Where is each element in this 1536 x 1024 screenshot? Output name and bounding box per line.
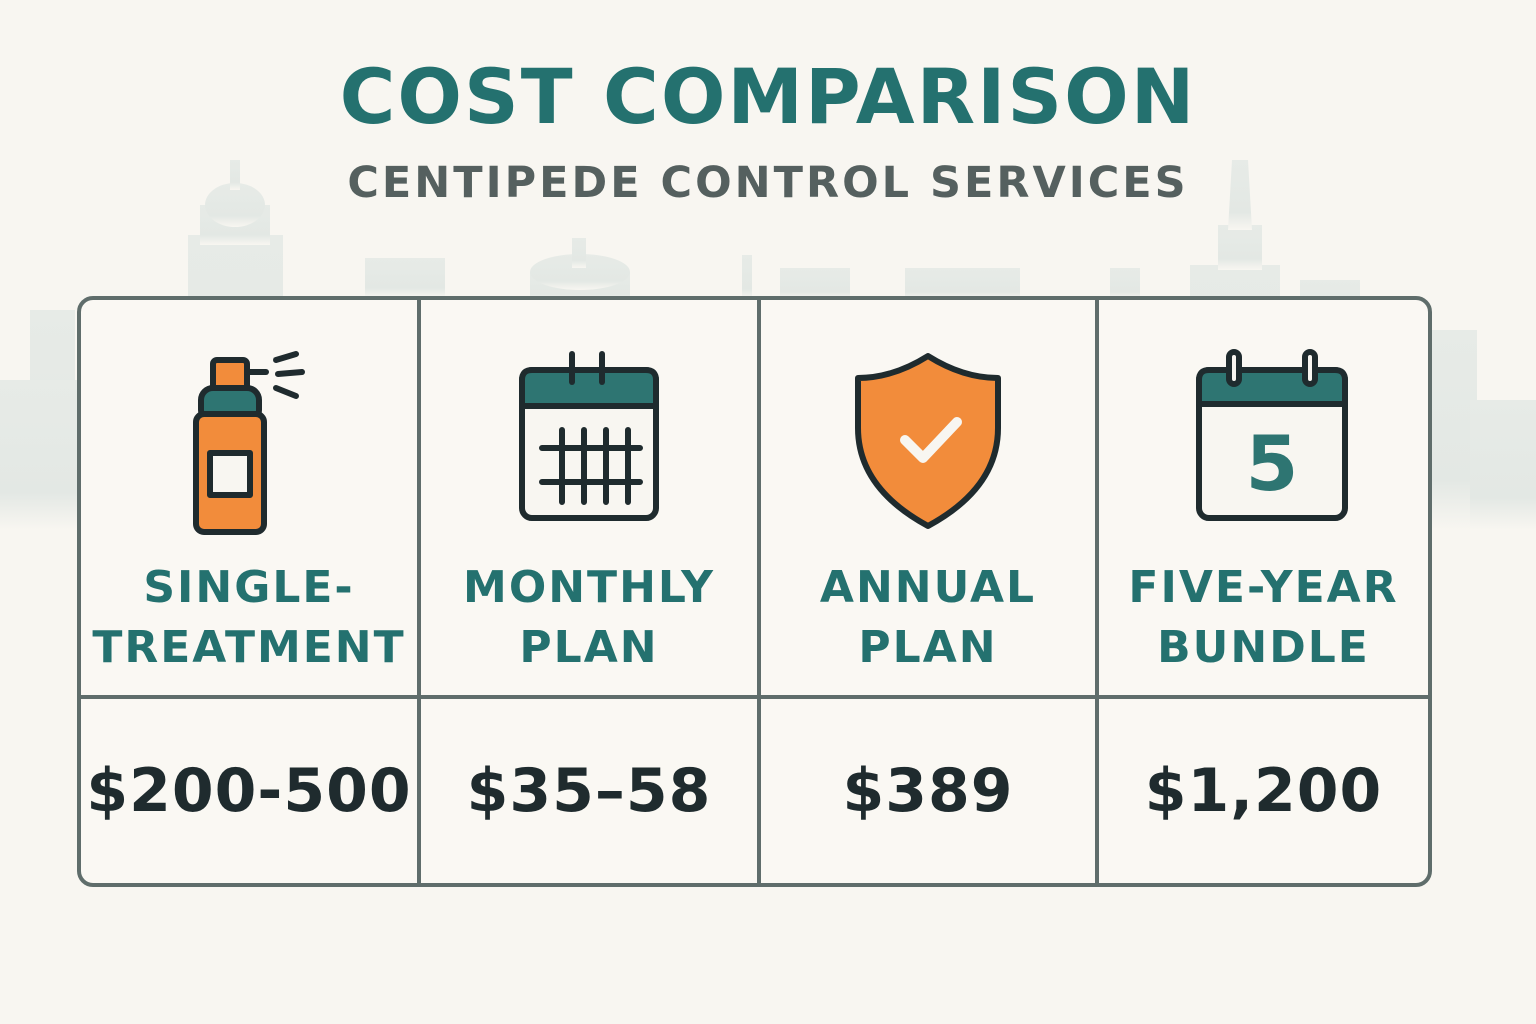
plan-cell-single-treatment: SINGLE- TREATMENT — [81, 300, 417, 695]
column-divider — [417, 300, 421, 883]
shield-check-icon — [855, 353, 1001, 529]
price-cell-annual: $389 — [761, 699, 1095, 883]
row-divider — [81, 695, 1428, 699]
price-value: $1,200 — [1144, 756, 1383, 826]
calendar-icon — [519, 351, 659, 521]
price-cell-single-treatment: $200-500 — [81, 699, 417, 883]
plan-name: ANNUAL PLAN — [819, 562, 1037, 673]
price-cell-five-year: $1,200 — [1099, 699, 1428, 883]
page-title: COST COMPARISON — [339, 52, 1197, 141]
plan-name: FIVE-YEAR BUNDLE — [1128, 562, 1399, 673]
plan-name: MONTHLY PLAN — [463, 562, 715, 673]
plan-cell-annual: ANNUAL PLAN — [761, 300, 1095, 695]
page-subtitle: CENTIPEDE CONTROL SERVICES — [347, 158, 1189, 208]
spray-can-icon — [193, 351, 305, 535]
calendar-digit: 5 — [1245, 419, 1298, 508]
price-value: $200-500 — [86, 756, 412, 826]
plan-name: SINGLE- TREATMENT — [92, 562, 406, 673]
plan-cell-five-year: 5 FIVE-YEAR BUNDLE — [1099, 300, 1428, 695]
price-value: $389 — [842, 756, 1014, 826]
column-divider — [1095, 300, 1099, 883]
cost-comparison-table: SINGLE- TREATMENT MONTHLY PLAN — [77, 296, 1432, 887]
plan-cell-monthly: MONTHLY PLAN — [421, 300, 757, 695]
column-divider — [757, 300, 761, 883]
price-cell-monthly: $35–58 — [421, 699, 757, 883]
calendar-five-icon: 5 — [1195, 349, 1348, 521]
price-value: $35–58 — [466, 756, 712, 826]
